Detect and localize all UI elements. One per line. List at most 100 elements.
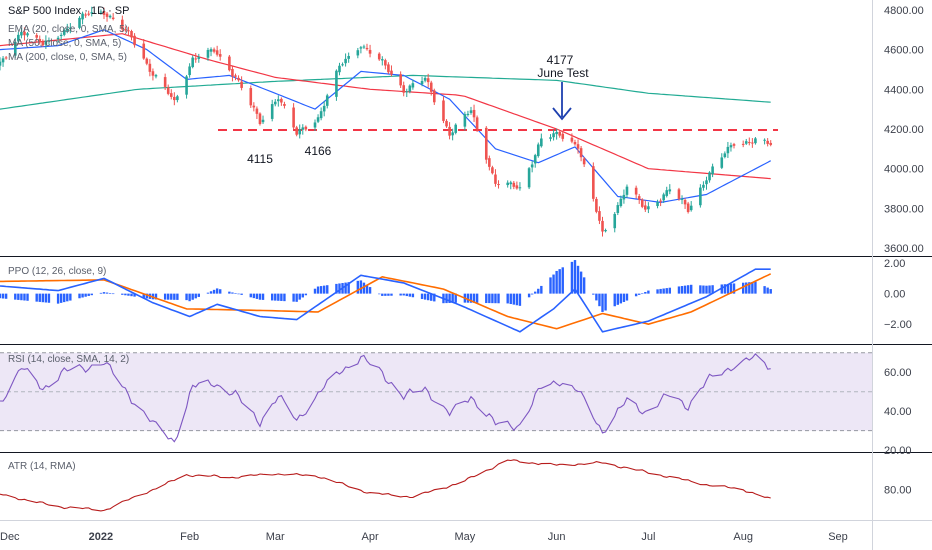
candle-body: [644, 205, 647, 210]
ppo-histogram-bar: [641, 293, 644, 295]
ppo-histogram-bar: [35, 293, 38, 302]
ppo-histogram-bar: [240, 293, 243, 295]
candle-body: [616, 205, 620, 213]
rsi-tick-label: 40.00: [884, 406, 912, 418]
ppo-histogram-bar: [356, 280, 360, 294]
ppo-histogram-bar: [622, 293, 626, 302]
candle-body: [280, 98, 283, 103]
ppo-histogram-bar: [277, 293, 280, 301]
candle-body: [411, 83, 415, 88]
candle-body: [592, 166, 595, 199]
ppo-pane: [0, 260, 772, 333]
atr-pane: [0, 459, 771, 512]
sma200-line: [0, 74, 771, 110]
legend-sma50: MA (50, close, 0, SMA, 5): [8, 38, 121, 49]
ppo-histogram-bar: [445, 293, 448, 304]
ppo-histogram-bar: [59, 293, 63, 303]
candle-body: [316, 117, 320, 122]
ppo-histogram-bar: [258, 293, 262, 300]
candle-body: [206, 49, 210, 58]
candle-body: [356, 50, 360, 56]
ppo-histogram-bar: [745, 282, 748, 294]
ppo-histogram-bar: [319, 286, 323, 294]
ppo-histogram-bar: [708, 285, 711, 294]
ppo-histogram-bar: [206, 292, 210, 294]
ppo-histogram-bar: [485, 293, 488, 304]
ppo-histogram-bar: [402, 293, 405, 296]
x-tick-label: Jul: [641, 531, 655, 543]
ppo-histogram-bar: [368, 287, 372, 294]
ppo-histogram-bar: [44, 293, 48, 303]
price-tick-label: 4400.00: [884, 84, 924, 96]
candle-body: [277, 99, 280, 102]
arrow-head: [552, 107, 572, 121]
candle-body: [576, 144, 580, 149]
candle-body: [0, 61, 2, 66]
ppo-histogram-bar: [497, 293, 500, 304]
candle-body: [432, 90, 436, 103]
x-tick-label: 2022: [89, 531, 113, 543]
candle-body: [56, 37, 60, 40]
ppo-histogram-bar: [491, 293, 494, 304]
ppo-histogram-bar: [625, 293, 629, 301]
candle-body: [769, 142, 773, 145]
candle-body: [69, 27, 72, 30]
candle-body: [454, 124, 458, 133]
candle-body: [151, 71, 155, 76]
candle-body: [390, 70, 393, 75]
candle-body: [491, 167, 494, 174]
ppo-histogram-bar: [763, 286, 766, 294]
ppo-histogram-bar: [335, 283, 338, 294]
ppo-histogram-bar: [261, 293, 265, 300]
candle-body: [102, 10, 106, 15]
ppo-histogram-bar: [231, 292, 234, 294]
ppo-histogram-bar: [0, 293, 2, 299]
axes: 4800.00 4600.00 4400.00 4200.00 4000.00 3800.…: [0, 5, 924, 543]
ppo-histogram-bar: [252, 293, 256, 299]
candle-body: [212, 49, 216, 52]
ppo-histogram-bar: [530, 293, 534, 295]
legend-atr: ATR (14, RMA): [8, 461, 76, 472]
ppo-histogram-bar: [540, 285, 543, 294]
candle-body: [668, 189, 672, 192]
candle-body: [362, 46, 366, 48]
candle-body: [231, 68, 234, 77]
ppo-histogram-bar: [683, 285, 687, 294]
ppo-histogram-bar: [283, 293, 286, 302]
ppo-histogram-bar: [176, 293, 179, 300]
ppo-histogram-bar: [549, 277, 552, 294]
candle-body: [218, 54, 222, 57]
candle-body: [726, 146, 730, 154]
ppo-histogram-bar: [711, 285, 714, 294]
ppo-tick-label: 2.00: [884, 258, 905, 270]
candle-body: [295, 127, 298, 135]
candle-body: [497, 184, 500, 186]
candle-body: [399, 74, 402, 86]
ppo-histogram-bar: [38, 293, 41, 302]
ppo-histogram-bar: [344, 282, 347, 294]
ppo-histogram-bar: [17, 293, 20, 300]
ppo-histogram-bar: [14, 293, 17, 300]
candle-body: [62, 29, 66, 35]
candle-body: [59, 34, 63, 37]
candle-body: [426, 78, 430, 83]
candle-body: [472, 109, 476, 118]
candle-body: [261, 119, 265, 123]
candle-body: [488, 158, 491, 167]
ppo-histogram-bar: [433, 293, 436, 302]
candle-body: [448, 126, 451, 136]
ppo-histogram-bar: [686, 285, 690, 294]
ppo-histogram-bar: [167, 293, 170, 300]
candle-body: [108, 15, 112, 18]
x-tick-label: Feb: [180, 531, 199, 543]
candle-body: [549, 137, 552, 139]
ppo-histogram-bar: [494, 293, 497, 304]
ppo-histogram-bar: [741, 282, 745, 294]
x-tick-label: Sep: [828, 531, 848, 543]
candle-body: [105, 13, 109, 17]
ppo-histogram-bar: [537, 288, 540, 294]
chart-title: S&P 500 Index · 1D · SP: [8, 5, 129, 17]
ppo-histogram-bar: [295, 293, 298, 302]
ppo-histogram-bar: [185, 293, 188, 301]
